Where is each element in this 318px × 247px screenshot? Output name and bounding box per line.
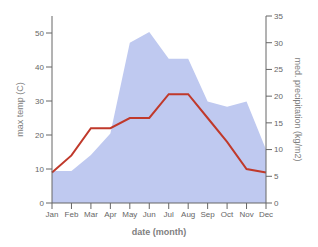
svg-text:date (month): date (month)	[132, 227, 187, 237]
svg-text:50: 50	[35, 29, 44, 38]
svg-text:Jul: Jul	[164, 210, 174, 219]
svg-text:10: 10	[35, 165, 44, 174]
svg-text:Feb: Feb	[65, 210, 79, 219]
svg-text:May: May	[122, 210, 137, 219]
svg-text:Dec: Dec	[259, 210, 273, 219]
svg-text:15: 15	[274, 119, 283, 128]
svg-text:20: 20	[35, 131, 44, 140]
svg-text:Apr: Apr	[104, 210, 117, 219]
svg-text:0: 0	[40, 199, 45, 208]
svg-text:30: 30	[274, 39, 283, 48]
svg-text:40: 40	[35, 63, 44, 72]
svg-text:max temp (C): max temp (C)	[15, 82, 25, 137]
svg-text:Sep: Sep	[201, 210, 216, 219]
svg-text:Oct: Oct	[221, 210, 234, 219]
svg-text:Aug: Aug	[181, 210, 195, 219]
svg-text:10: 10	[274, 145, 283, 154]
svg-text:30: 30	[35, 97, 44, 106]
svg-text:20: 20	[274, 92, 283, 101]
svg-text:med. precipitation (kg/m2): med. precipitation (kg/m2)	[293, 57, 303, 161]
svg-text:25: 25	[274, 65, 283, 74]
svg-text:0: 0	[274, 199, 279, 208]
svg-text:Jun: Jun	[143, 210, 156, 219]
svg-text:Mar: Mar	[84, 210, 98, 219]
svg-text:Jan: Jan	[46, 210, 59, 219]
svg-text:5: 5	[274, 172, 279, 181]
svg-text:35: 35	[274, 12, 283, 21]
svg-text:Nov: Nov	[239, 210, 253, 219]
